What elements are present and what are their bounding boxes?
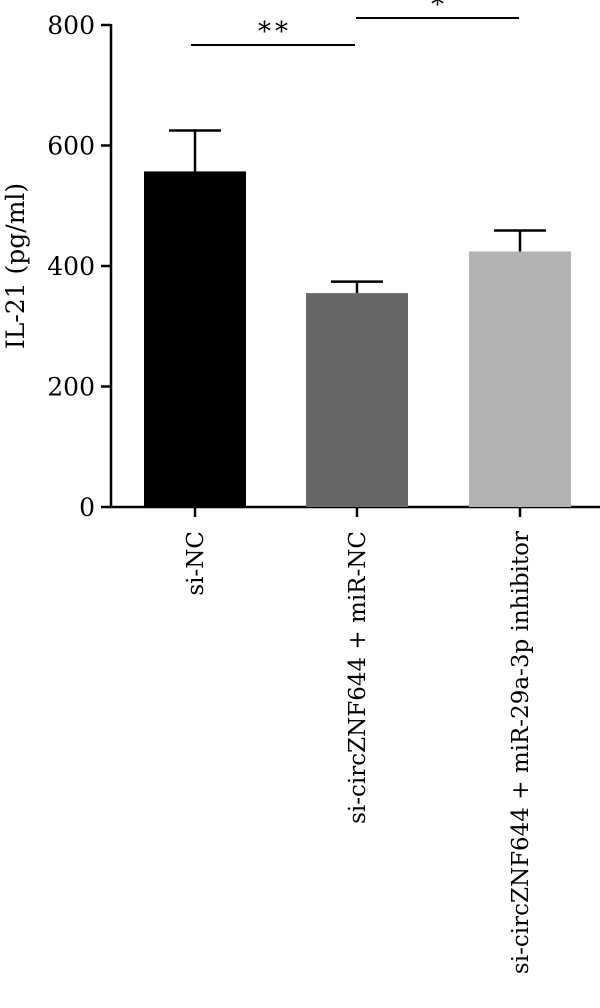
y-tick-label: 200 <box>47 373 95 402</box>
bar <box>144 171 246 507</box>
y-tick-label: 600 <box>47 132 95 161</box>
error-bars <box>169 129 546 294</box>
category-label: si-circZNF644 + miR-29a-3p inhibitor <box>508 531 534 974</box>
bar <box>469 251 571 507</box>
category-labels: si-NC si-circZNF644 + miR-NC si-circZNF644… <box>183 531 534 974</box>
y-tick-label: 800 <box>47 11 95 40</box>
y-tick-label: 0 <box>79 493 95 522</box>
y-ticks: 0 200 400 600 800 <box>47 11 111 522</box>
category-label: si-circZNF644 + miR-NC <box>345 531 371 824</box>
significance-annotations: *** <box>191 0 519 47</box>
x-ticks <box>193 507 522 517</box>
significance-label: * <box>431 0 448 20</box>
category-label: si-NC <box>183 531 209 596</box>
bar <box>306 293 408 507</box>
y-axis-label: IL-21 (pg/ml) <box>1 183 30 349</box>
bars <box>144 171 571 507</box>
significance-label: ** <box>258 17 292 47</box>
y-tick-label: 400 <box>47 252 95 281</box>
